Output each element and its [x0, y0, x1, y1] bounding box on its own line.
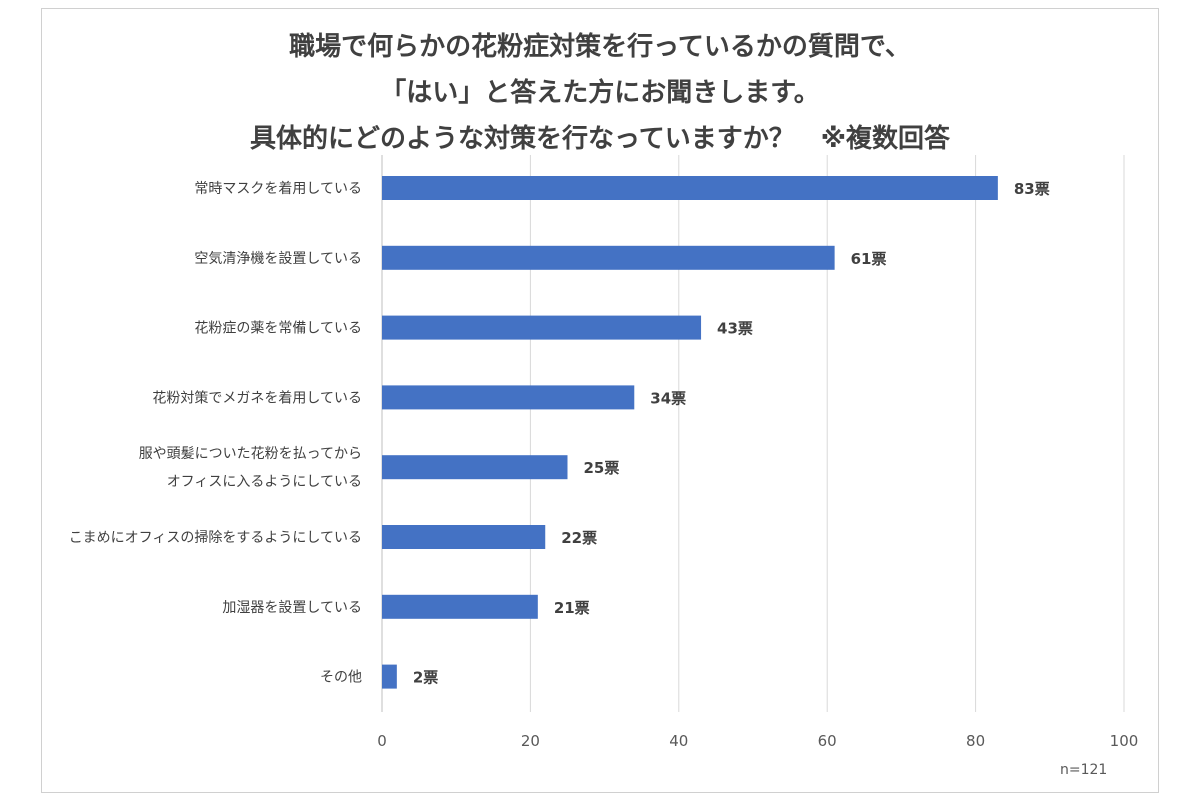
sample-size-note: n=121 — [1060, 762, 1108, 778]
bar-5 — [382, 525, 546, 549]
category-label-0: 常時マスクを着用している — [194, 181, 362, 197]
category-label-4-0: 服や頭髪についた花粉を払ってから — [139, 446, 362, 462]
x-tick-label-80: 80 — [966, 732, 985, 750]
chart-title: 職場で何らかの花粉症対策を行っているかの質問で、 「はい」と答えた方にお聞きしま… — [0, 24, 1200, 162]
category-label-1: 空気清浄機を設置している — [194, 251, 362, 267]
bar-4 — [382, 455, 568, 480]
value-label-3: 34票 — [650, 389, 686, 407]
value-label-5: 22票 — [561, 529, 597, 547]
bar-1 — [382, 245, 835, 270]
title-line-3: 具体的にどのような対策を行なっていますか？ ※複数回答 — [250, 124, 950, 154]
category-label-7: その他 — [320, 670, 362, 686]
category-label-2: 花粉症の薬を常備している — [194, 321, 362, 337]
bar-7 — [382, 664, 397, 689]
category-label-6: 加湿器を設置している — [222, 600, 362, 616]
value-label-2: 43票 — [717, 320, 753, 338]
bar-2 — [382, 315, 702, 340]
value-label-1: 61票 — [851, 250, 887, 268]
bar-3 — [382, 385, 635, 410]
x-tick-label-60: 60 — [818, 732, 837, 750]
category-label-4-1: オフィスに入るようにしている — [167, 474, 362, 490]
value-label-0: 83票 — [1014, 180, 1050, 198]
value-label-7: 2票 — [413, 669, 438, 687]
x-tick-label-100: 100 — [1110, 732, 1139, 750]
category-label-5: こまめにオフィスの掃除をするようにしている — [69, 529, 362, 546]
title-line-1: 職場で何らかの花粉症対策を行っているかの質問で、 — [289, 32, 911, 62]
value-label-4: 25票 — [584, 459, 620, 477]
x-tick-label-20: 20 — [521, 732, 540, 750]
bar-6 — [382, 594, 538, 619]
category-label-3: 花粉対策でメガネを着用している — [152, 389, 362, 406]
x-tick-label-40: 40 — [669, 732, 688, 750]
x-tick-label-0: 0 — [377, 732, 387, 750]
title-line-2: 「はい」と答えた方にお聞きします。 — [380, 78, 820, 108]
value-label-6: 21票 — [554, 599, 590, 617]
bar-0 — [382, 176, 998, 200]
